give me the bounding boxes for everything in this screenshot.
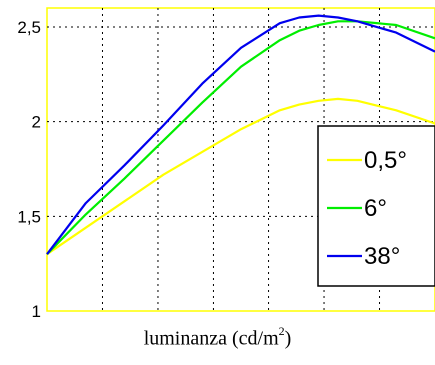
y-tick-label: 1 (32, 302, 41, 321)
series-line (46, 14, 435, 255)
y-tick-label: 1,5 (17, 207, 41, 226)
plot-frame (46, 7, 435, 312)
x-axis-label-close: ) (284, 327, 292, 350)
x-axis-label-sup: 2 (278, 324, 285, 338)
legend-box (317, 125, 435, 287)
y-tick-label: 2 (32, 113, 41, 132)
x-axis-label: luminanza (cd/m2) (0, 324, 435, 351)
series-line (46, 97, 435, 256)
legend-label: 6° (364, 195, 387, 222)
x-axis-label-text: luminanza (cd/m (143, 327, 279, 350)
legend-label: 38° (364, 243, 400, 270)
legend-label: 0,5° (364, 147, 407, 174)
y-tick-label: 2,5 (17, 18, 41, 37)
